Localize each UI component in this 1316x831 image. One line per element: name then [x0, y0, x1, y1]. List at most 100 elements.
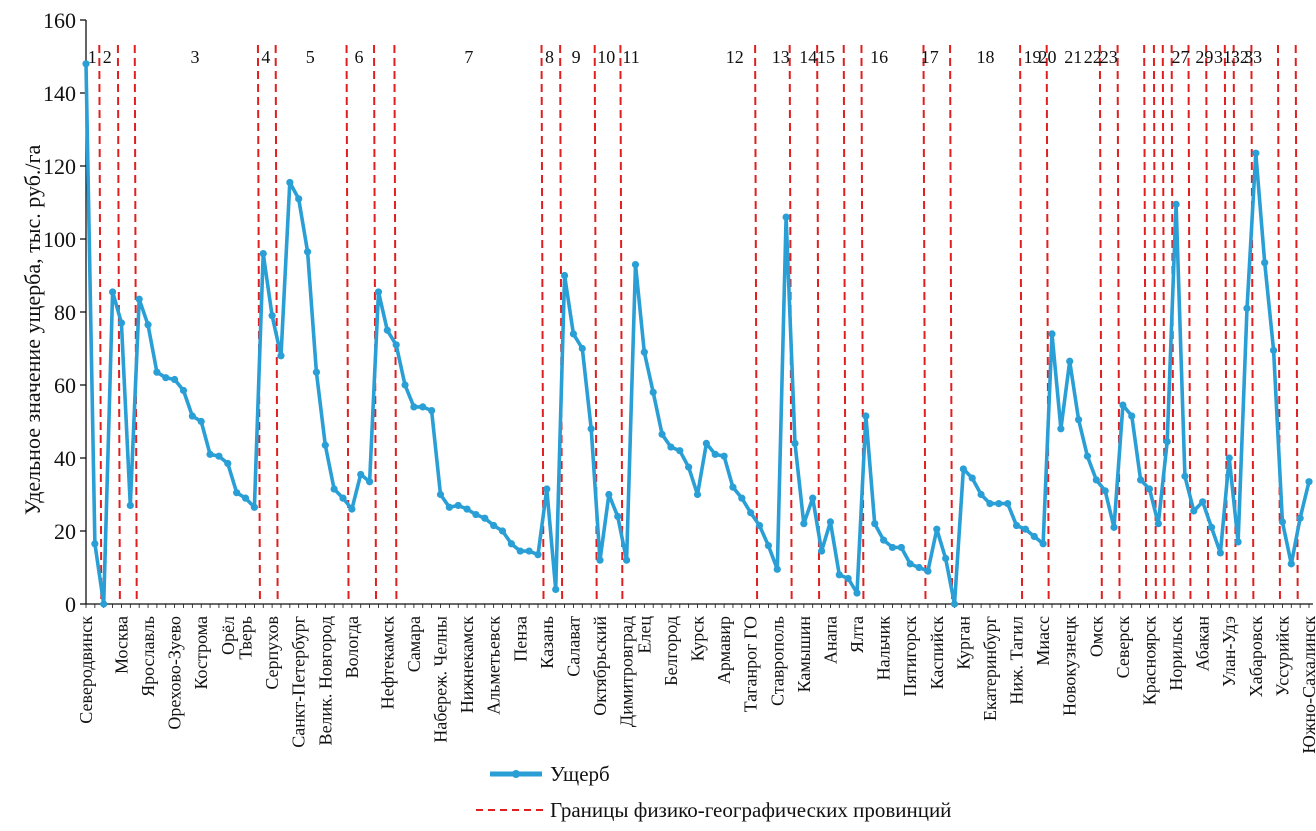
- data-point: [498, 527, 507, 535]
- data-point: [1207, 523, 1216, 531]
- data-point: [1021, 525, 1030, 533]
- data-point: [1172, 200, 1180, 208]
- data-point: [1048, 330, 1056, 338]
- province-number-label: 33: [1244, 47, 1262, 67]
- data-point: [419, 403, 427, 411]
- province-boundary-line: [1143, 44, 1148, 605]
- city-label: Орехово-Зуево: [165, 616, 185, 730]
- province-number-label: 27: [1171, 47, 1189, 67]
- province-boundary-line: [949, 44, 954, 605]
- data-point: [631, 260, 640, 269]
- city-label: Миасс: [1033, 616, 1053, 666]
- data-point: [197, 417, 205, 426]
- city-label: Санкт-Петербург: [289, 616, 309, 748]
- province-boundary-line: [1294, 44, 1299, 605]
- data-point: [711, 450, 719, 458]
- data-point: [826, 518, 835, 526]
- data-point: [587, 425, 595, 433]
- data-point: [1296, 514, 1304, 522]
- data-point: [1004, 500, 1012, 508]
- data-point: [1039, 540, 1047, 548]
- city-label: Омск: [1086, 616, 1106, 657]
- data-point: [348, 505, 356, 513]
- data-point: [844, 574, 852, 583]
- data-point: [1252, 149, 1260, 157]
- y-tick-label: 160: [43, 8, 76, 33]
- y-tick-label: 60: [54, 373, 76, 398]
- data-point: [241, 494, 250, 502]
- y-tick-label: 20: [54, 519, 76, 544]
- data-point: [871, 520, 879, 528]
- data-point: [330, 485, 338, 493]
- data-point: [1261, 259, 1269, 267]
- data-point: [268, 312, 276, 320]
- data-point: [82, 60, 90, 68]
- data-point: [791, 439, 799, 447]
- city-label: Красноярск: [1140, 616, 1160, 706]
- data-point: [906, 560, 914, 568]
- legend: Ущерб Границы физико-географических пров…: [472, 756, 951, 828]
- data-point: [472, 510, 480, 519]
- data-point: [507, 540, 515, 548]
- legend-item-boundaries: Границы физико-географических провинций: [472, 792, 951, 828]
- data-point: [782, 213, 790, 221]
- data-point: [578, 344, 586, 353]
- y-tick-label: 0: [65, 592, 76, 617]
- city-label: Димитровград: [617, 616, 637, 727]
- province-number-label: 23: [1100, 47, 1118, 67]
- data-point: [862, 412, 870, 420]
- city-label: Армавир: [714, 616, 734, 684]
- province-number-label: 22: [1084, 47, 1102, 67]
- province-number-label: 5: [306, 47, 315, 67]
- data-point: [250, 503, 258, 511]
- data-point: [295, 195, 303, 203]
- province-number-label: 10: [597, 47, 615, 67]
- province-boundary-line: [1187, 44, 1192, 605]
- city-label: Норильск: [1166, 616, 1186, 691]
- data-point: [755, 521, 764, 530]
- data-point: [1066, 357, 1074, 365]
- data-point: [1287, 560, 1295, 568]
- province-boundary-line: [274, 44, 279, 605]
- data-point: [667, 443, 675, 451]
- y-axis-label: Удельное значение ущерба, тыс. руб./га: [20, 144, 45, 515]
- data-point: [401, 381, 409, 389]
- data-point: [1012, 521, 1021, 530]
- city-label: Москва: [111, 616, 131, 674]
- province-boundary-line: [1116, 44, 1121, 605]
- data-point: [1269, 346, 1278, 354]
- city-label: Самара: [404, 616, 424, 672]
- data-point: [224, 459, 232, 468]
- data-point: [1057, 425, 1065, 433]
- data-point: [543, 485, 551, 493]
- legend-line-marker-icon: [472, 764, 550, 784]
- province-boundary-line: [816, 44, 821, 605]
- province-boundary-line: [1232, 44, 1237, 605]
- legend-label-damage: Ущерб: [550, 761, 610, 786]
- province-boundary-line: [540, 44, 545, 605]
- province-number-label: 11: [622, 47, 639, 67]
- data-point: [738, 494, 746, 502]
- province-number-label: 7: [464, 47, 473, 67]
- data-point: [312, 368, 321, 376]
- data-point: [552, 585, 560, 594]
- province-boundary-line: [922, 44, 927, 605]
- city-label: Курган: [953, 616, 973, 670]
- data-point: [880, 536, 888, 544]
- province-boundary-line: [1098, 44, 1103, 605]
- data-point: [339, 494, 347, 502]
- y-tick-label: 100: [43, 227, 76, 252]
- city-label: Уссурийск: [1272, 616, 1292, 697]
- data-point: [968, 474, 976, 482]
- data-point: [374, 288, 383, 296]
- city-label: Каспийск: [927, 616, 947, 690]
- damage-line: [84, 63, 1311, 606]
- data-point: [1145, 485, 1154, 493]
- city-label: Курск: [688, 616, 708, 662]
- data-point: [986, 500, 994, 508]
- city-label: Нижнекамск: [457, 616, 477, 714]
- data-point: [100, 600, 108, 608]
- data-point: [144, 321, 152, 329]
